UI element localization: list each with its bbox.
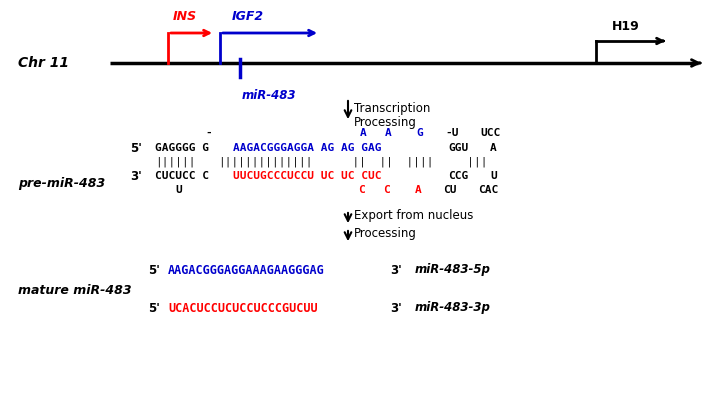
Text: miR-483-3p: miR-483-3p xyxy=(415,301,491,314)
Text: -U: -U xyxy=(445,128,458,138)
Text: A: A xyxy=(360,128,367,138)
Text: GGU: GGU xyxy=(448,143,468,153)
Text: CU: CU xyxy=(443,185,456,195)
Text: miR-483-5p: miR-483-5p xyxy=(415,263,491,276)
Text: Chr 11: Chr 11 xyxy=(18,56,69,70)
Text: C: C xyxy=(358,185,365,195)
Text: 5': 5' xyxy=(148,301,160,314)
Text: G: G xyxy=(416,128,423,138)
Text: -: - xyxy=(205,128,212,138)
Text: A: A xyxy=(415,185,422,195)
Text: ||||||||||||||: |||||||||||||| xyxy=(218,157,313,167)
Text: AAGACGGGAGGAAAGAAGGGAG: AAGACGGGAGGAAAGAAGGGAG xyxy=(168,263,325,276)
Text: IGF2: IGF2 xyxy=(232,10,264,23)
Text: AAGACGGGAGGA AG AG GAG: AAGACGGGAGGA AG AG GAG xyxy=(233,143,381,153)
Text: 3': 3' xyxy=(130,170,142,183)
Text: 5': 5' xyxy=(130,142,142,155)
Text: C: C xyxy=(383,185,390,195)
Text: Transcription: Transcription xyxy=(354,102,431,115)
Text: UCC: UCC xyxy=(480,128,501,138)
Text: |||: ||| xyxy=(447,157,488,167)
Text: CAC: CAC xyxy=(478,185,498,195)
Text: UUCUGCCCUCCU UC UC CUC: UUCUGCCCUCCU UC UC CUC xyxy=(233,171,381,181)
Text: 5': 5' xyxy=(148,263,160,276)
Text: CUCUCC C: CUCUCC C xyxy=(155,171,209,181)
Text: Processing: Processing xyxy=(354,116,417,129)
Text: Export from nucleus: Export from nucleus xyxy=(354,209,473,222)
Text: UCACUCCUCUCCUCCCGUCUU: UCACUCCUCUCCUCCCGUCUU xyxy=(168,301,318,314)
Text: ||  ||  ||||: || || |||| xyxy=(339,157,433,167)
Text: A: A xyxy=(385,128,392,138)
Text: INS: INS xyxy=(173,10,197,23)
Text: mature miR-483: mature miR-483 xyxy=(18,283,131,296)
Text: CCG: CCG xyxy=(448,171,468,181)
Text: pre-miR-483: pre-miR-483 xyxy=(18,176,105,189)
Text: U: U xyxy=(490,171,497,181)
Text: Processing: Processing xyxy=(354,227,417,240)
Text: ||||||: |||||| xyxy=(155,157,196,167)
Text: 3': 3' xyxy=(390,301,402,314)
Text: 3': 3' xyxy=(390,263,402,276)
Text: miR-483: miR-483 xyxy=(242,89,296,102)
Text: U: U xyxy=(175,185,182,195)
Text: GAGGGG G: GAGGGG G xyxy=(155,143,209,153)
Text: A: A xyxy=(490,143,497,153)
Text: H19: H19 xyxy=(612,20,640,33)
